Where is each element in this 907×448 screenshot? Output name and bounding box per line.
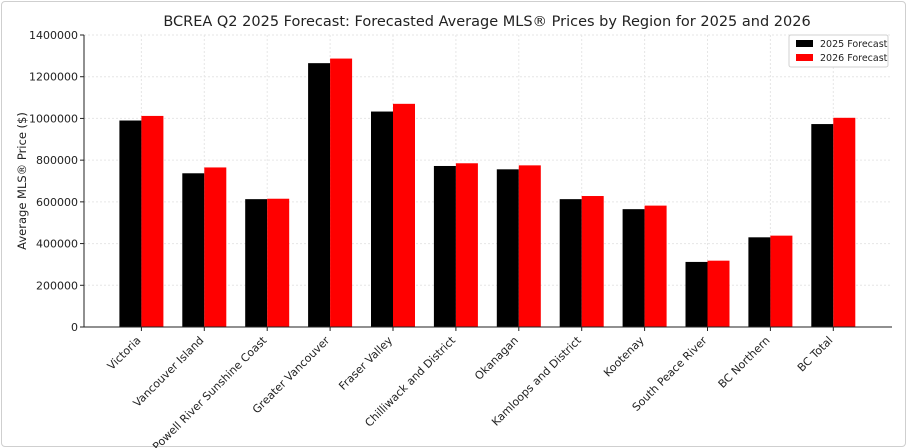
bar-2025 bbox=[182, 173, 205, 327]
x-tick-label: Fraser Valley bbox=[336, 334, 395, 393]
bar-2025 bbox=[748, 237, 771, 327]
x-tick-label: BC Total bbox=[795, 334, 835, 374]
bar-2025 bbox=[811, 124, 834, 327]
y-tick-label: 1200000 bbox=[29, 71, 78, 84]
bar-2025 bbox=[308, 63, 331, 328]
y-tick-label: 1400000 bbox=[29, 29, 78, 42]
x-tick-label: Victoria bbox=[105, 334, 144, 373]
y-axis-ticks: 0 200000 400000 600000 800000 1000000 1200000 1… bbox=[29, 29, 84, 334]
y-tick-label: 0 bbox=[71, 321, 78, 334]
bar-2026 bbox=[204, 167, 227, 327]
bar-2026 bbox=[581, 196, 604, 327]
bar-2025 bbox=[496, 169, 519, 327]
bar-2025 bbox=[371, 111, 393, 327]
bar-2026 bbox=[770, 235, 793, 327]
bar-2026 bbox=[393, 103, 415, 327]
x-tick-label: Okanagan bbox=[472, 334, 521, 383]
y-tick-label: 1000000 bbox=[29, 112, 78, 125]
bar-2025 bbox=[433, 165, 456, 327]
x-tick-label: BC Northern bbox=[716, 334, 773, 391]
legend-label-2026: 2026 Forecast bbox=[820, 53, 888, 64]
legend-swatch-2026 bbox=[796, 54, 813, 61]
x-tick-label: Kootenay bbox=[601, 334, 647, 380]
bar-2026 bbox=[644, 205, 667, 327]
legend-box bbox=[788, 34, 889, 68]
bar-2026 bbox=[330, 58, 353, 327]
bar-2026 bbox=[455, 163, 478, 327]
y-tick-label: 600000 bbox=[36, 196, 78, 209]
bar-2025 bbox=[559, 199, 582, 327]
bar-2025 bbox=[245, 199, 268, 327]
bar-2026 bbox=[833, 117, 856, 327]
bar-2025 bbox=[119, 120, 142, 327]
bar-2025 bbox=[622, 209, 645, 327]
bar-2026 bbox=[518, 165, 541, 327]
x-tick-label: Powell River Sunshine Coast bbox=[150, 333, 270, 448]
bar-2026 bbox=[707, 260, 730, 327]
legend-swatch-2025 bbox=[796, 40, 813, 47]
y-tick-label: 200000 bbox=[36, 279, 78, 292]
bar-2025 bbox=[685, 261, 708, 327]
bar-2026 bbox=[267, 198, 290, 327]
y-tick-label: 800000 bbox=[36, 154, 78, 167]
bars bbox=[119, 58, 856, 328]
bar-2026 bbox=[141, 115, 164, 327]
y-tick-label: 400000 bbox=[36, 238, 78, 251]
y-axis-label: Average MLS® Price ($) bbox=[15, 112, 29, 250]
legend-label-2025: 2025 Forecast bbox=[820, 39, 888, 50]
chart-title: BCREA Q2 2025 Forecast: Forecasted Avera… bbox=[163, 14, 810, 30]
legend: 2025 Forecast 2026 Forecast bbox=[788, 34, 889, 68]
